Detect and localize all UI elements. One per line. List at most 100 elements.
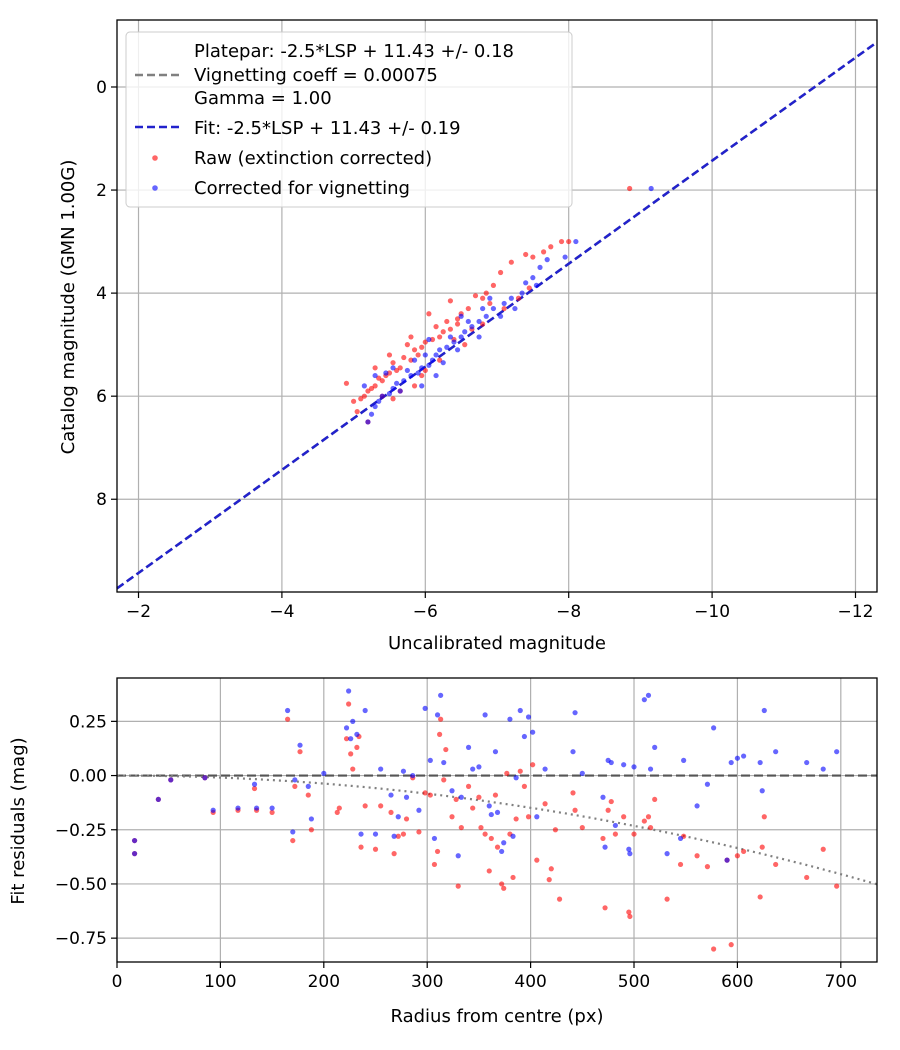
top-raw-point: [365, 388, 371, 394]
bottom-corrected-point: [728, 759, 734, 766]
bottom-raw-point: [513, 816, 519, 822]
bottom-ylabel: Fit residuals (mag): [8, 737, 29, 904]
bottom-raw-point: [416, 829, 422, 835]
top-raw-point: [508, 259, 514, 265]
bottom-raw-point: [343, 736, 350, 742]
bottom-corrected-point: [378, 766, 384, 772]
bottom-raw-point: [741, 848, 747, 855]
top-raw-point: [497, 269, 504, 276]
bottom-corrected-point: [681, 757, 687, 763]
bottom-raw-point: [348, 751, 354, 757]
bottom-raw-point: [621, 814, 627, 820]
bottom-corrected-point: [572, 710, 578, 716]
bottom-raw-point: [694, 853, 700, 859]
top-corrected-point: [365, 419, 371, 425]
bottom-raw-point: [388, 809, 394, 816]
top-corrected-point: [476, 334, 482, 340]
top-corrected-point: [501, 300, 507, 307]
bottom-corrected-point: [521, 733, 528, 740]
bottom-raw-point: [759, 844, 765, 850]
bottom-corrected-point: [534, 814, 540, 820]
bottom-raw-point: [358, 844, 364, 850]
bottom-raw-point: [395, 833, 401, 839]
bottom-raw-point: [517, 768, 523, 774]
top-raw-point: [372, 383, 378, 389]
bottom-corrected-point: [757, 759, 763, 766]
top-raw-point: [480, 295, 486, 301]
bottom-corrected-point: [499, 848, 505, 855]
bottom-raw-point: [400, 831, 407, 837]
bottom-raw-point: [728, 942, 734, 948]
bottom-corrected-point: [354, 731, 360, 737]
bottom-raw-point: [820, 846, 826, 852]
bottom-xtick-label: 400: [514, 972, 546, 992]
top-raw-point: [454, 321, 461, 327]
top-raw-point: [501, 305, 507, 312]
top-xtick-label: −12: [838, 602, 874, 622]
bottom-raw-point: [449, 814, 455, 820]
bottom-ytick-label: 0.25: [69, 712, 107, 732]
bottom-raw-point: [458, 824, 464, 831]
top-corrected-point: [426, 362, 432, 368]
top-raw-point: [404, 342, 410, 348]
top-corrected-point: [458, 334, 464, 340]
bottom-raw-point: [362, 803, 368, 809]
top-corrected-point: [437, 347, 443, 353]
bottom-corrected-point: [677, 835, 684, 842]
bottom-corrected-point: [773, 749, 779, 755]
bottom-corrected-point: [652, 744, 658, 750]
top-raw-point: [390, 396, 396, 402]
bottom-raw-point: [354, 744, 360, 750]
bottom-raw-point: [269, 809, 275, 816]
bottom-corrected-point: [403, 794, 410, 800]
top-corrected-point: [408, 372, 414, 379]
bottom-corrected-point: [664, 851, 670, 857]
bottom-raw-point: [602, 905, 608, 911]
bottom-corrected-point: [704, 781, 711, 787]
top-corrected-point: [530, 275, 536, 281]
bottom-raw-point: [552, 827, 559, 833]
top-ytick-label: 8: [96, 490, 107, 510]
top-raw-point: [437, 334, 443, 340]
bottom-raw-point: [626, 909, 632, 915]
top-raw-point: [354, 409, 360, 415]
bottom-raw-point: [465, 783, 472, 789]
bottom-raw-point: [525, 814, 532, 820]
top-corrected-point: [419, 365, 425, 371]
bottom-raw-point: [761, 814, 767, 820]
bottom-raw-point: [645, 814, 652, 820]
bottom-raw-point: [542, 801, 548, 807]
bottom-corrected-point: [694, 803, 700, 809]
top-raw-point: [523, 251, 529, 258]
bottom-raw-point: [499, 881, 505, 887]
top-raw-point: [447, 298, 453, 304]
top-corrected-point: [544, 257, 550, 263]
bottom-raw-point: [631, 831, 637, 837]
bottom-raw-point: [608, 798, 614, 805]
bottom-corrected-point: [131, 851, 138, 857]
bottom-corrected-point: [608, 759, 614, 766]
top-raw-point: [415, 352, 421, 358]
bottom-raw-point: [652, 796, 658, 803]
bottom-corrected-point: [343, 725, 350, 731]
top-corrected-point: [462, 329, 468, 335]
bottom-raw-point: [734, 853, 741, 859]
top-corrected-point: [386, 391, 393, 397]
legend-corrected-marker: [152, 185, 158, 191]
bottom-corrected-point: [416, 807, 422, 813]
top-corrected-point: [372, 372, 378, 379]
top-raw-point: [472, 293, 479, 299]
top-raw-point: [376, 375, 382, 381]
bottom-xtick-label: 200: [308, 972, 340, 992]
bottom-corrected-point: [492, 749, 499, 755]
bottom-corrected-point: [251, 781, 258, 787]
bottom-corrected-point: [438, 692, 444, 698]
bottom-corrected-point: [513, 775, 519, 781]
bottom-corrected-point: [131, 837, 138, 844]
bottom-raw-point: [431, 861, 438, 868]
bottom-xtick-label: 0: [112, 972, 123, 992]
bottom-raw-point: [251, 785, 258, 792]
bottom-corrected-point: [422, 705, 428, 711]
top-corrected-point: [383, 370, 389, 376]
bottom-corrected-point: [431, 835, 438, 842]
